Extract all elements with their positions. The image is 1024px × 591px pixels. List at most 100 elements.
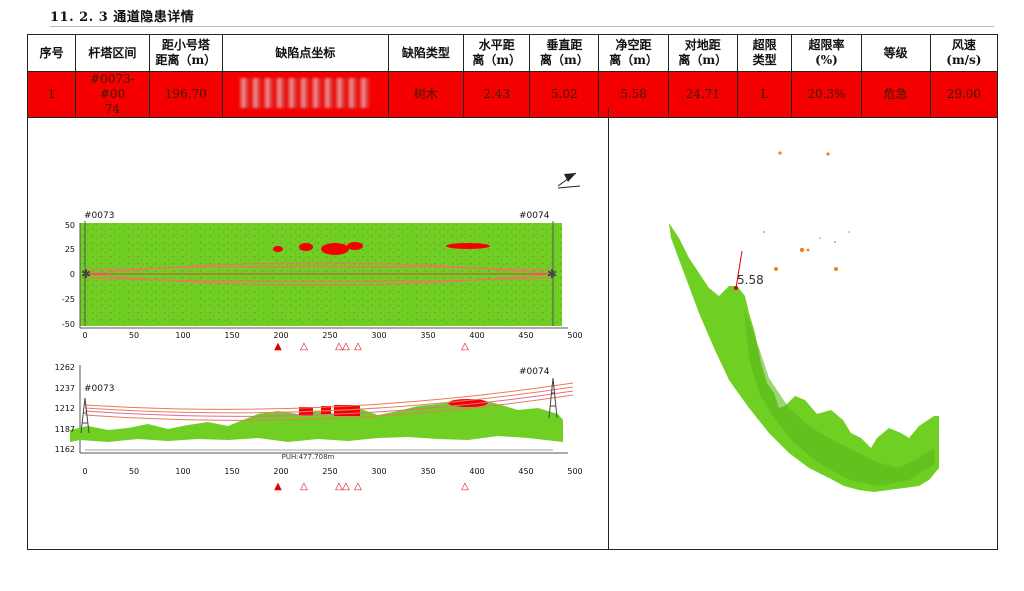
profile-x-tick: 350 [420, 467, 435, 476]
plan-x-tick: 300 [371, 331, 386, 340]
cell-distance: 196.70 [148, 71, 224, 118]
profile-x-tick: 50 [129, 467, 139, 476]
header-overlimit-rate: 超限率 (%) [791, 34, 862, 72]
header-level: 等级 [860, 34, 931, 72]
defect-marker-icon: △ [342, 481, 350, 492]
defect-marker-icon: △ [342, 341, 350, 352]
profile-wires [84, 382, 574, 421]
cross-section-terrain [669, 223, 939, 492]
profile-y-tick: 1237 [55, 384, 75, 393]
cross-section-view: 5.58 [669, 151, 939, 492]
plan-tower-left-label: #0073 [84, 211, 114, 221]
tower-icon: ✱ [547, 267, 557, 281]
plan-y-tick: 50 [65, 221, 75, 230]
plan-x-tick: 350 [420, 331, 435, 340]
section-title: 11. 2. 3 通道隐患详情 [50, 10, 195, 25]
redacted-coordinates [240, 77, 371, 108]
header-vertical: 垂直距 离（m） [529, 34, 600, 72]
cell-overlimit-type: L [736, 71, 793, 118]
defect-marker-icon: △ [335, 341, 343, 352]
profile-x-tick: 300 [371, 467, 386, 476]
cell-horizontal: 2.43 [463, 71, 531, 118]
title-rule [50, 26, 994, 27]
header-horizontal: 水平距 离（m） [463, 34, 531, 72]
tower-icon: ✱ [81, 267, 91, 281]
header-wind: 风速 (m/s) [929, 34, 999, 72]
profile-x-tick: 100 [175, 467, 190, 476]
defect-marker-icon: ▲ [274, 481, 282, 492]
tower-icon [548, 377, 558, 419]
defect-marker-icon: △ [461, 481, 469, 492]
header-clearance: 净空距 离（m） [598, 34, 669, 72]
table-header-row: 序号 杆塔区间 距小号塔 距离（m） 缺陷点坐标 缺陷类型 水平距 离（m） 垂直距… [26, 34, 999, 72]
north-arrow-icon [557, 172, 581, 189]
profile-tower-right-label: #0074 [519, 367, 550, 377]
cell-overlimit-rate: 20.3% [791, 71, 862, 118]
defect-point [734, 286, 738, 290]
profile-terrain [70, 399, 563, 442]
profile-x-tick: 450 [518, 467, 533, 476]
cell-span: #0073-#00 74 [75, 71, 150, 118]
profile-x-tick: 200 [273, 467, 288, 476]
plan-x-tick: 400 [469, 331, 484, 340]
header-span: 杆塔区间 [75, 34, 150, 72]
plan-x-tick: 0 [82, 331, 87, 340]
tower-icon [80, 397, 90, 434]
header-index: 序号 [26, 34, 77, 72]
panel-divider [608, 108, 609, 549]
plan-defect-areas [273, 242, 490, 255]
span-views: #0073 #0074 ✱ ✱ 50 25 0 -25 -50 0 50 100… [55, 172, 583, 492]
plan-x-tick: 250 [322, 331, 337, 340]
header-ground: 对地距 离（m） [667, 34, 738, 72]
plan-x-tick: 50 [129, 331, 139, 340]
span-length-label: PUH:477.708m [282, 453, 335, 461]
plan-y-tick: 0 [70, 270, 75, 279]
conductor-points [763, 151, 850, 271]
profile-x-tick: 500 [567, 467, 582, 476]
cell-index: 1 [26, 71, 77, 118]
cell-level: 危急 [860, 71, 931, 118]
profile-x-tick: 250 [322, 467, 337, 476]
plan-defect-markers: ▲ △ △ △ △ △ [274, 341, 469, 352]
profile-x-tick: 0 [82, 467, 87, 476]
plan-x-tick: 450 [518, 331, 533, 340]
plan-x-tick: 200 [273, 331, 288, 340]
defect-marker-icon: △ [300, 481, 308, 492]
profile-view: #0073 #0074 PUH:477.708m 1262 1237 1212 … [55, 363, 583, 492]
profile-y-tick: 1187 [55, 425, 75, 434]
cell-ground: 24.71 [667, 71, 738, 118]
defect-marker-icon: △ [335, 481, 343, 492]
plan-view: #0073 #0074 ✱ ✱ 50 25 0 -25 -50 0 50 100… [62, 211, 583, 352]
cell-defect-type: 树木 [387, 71, 465, 118]
clearance-label: 5.58 [737, 273, 764, 287]
profile-x-tick: 400 [469, 467, 484, 476]
cell-clearance: 5.58 [598, 71, 669, 118]
profile-y-tick: 1262 [55, 363, 75, 372]
profile-y-tick: 1212 [55, 404, 75, 413]
plan-y-tick: -50 [62, 320, 75, 329]
profile-defect-markers: ▲ △ △ △ △ △ [274, 481, 469, 492]
cell-wind: 29.00 [929, 71, 999, 118]
cell-vertical: 5.02 [529, 71, 600, 118]
profile-x-tick: 150 [224, 467, 239, 476]
defect-marker-icon: ▲ [274, 341, 282, 352]
defect-marker-icon: △ [354, 481, 362, 492]
header-overlimit-type: 超限 类型 [736, 34, 793, 72]
plan-x-tick: 150 [224, 331, 239, 340]
image-panels: #0073 #0074 ✱ ✱ 50 25 0 -25 -50 0 50 100… [27, 108, 998, 550]
header-coordinate: 缺陷点坐标 [222, 34, 389, 72]
plan-x-tick: 100 [175, 331, 190, 340]
clearance-line [735, 250, 743, 289]
cell-coordinate [222, 71, 389, 118]
hazard-table: 序号 杆塔区间 距小号塔 距离（m） 缺陷点坐标 缺陷类型 水平距 离（m） 垂直距… [26, 34, 999, 118]
header-defect-type: 缺陷类型 [387, 34, 465, 72]
plan-tower-right-label: #0074 [519, 211, 550, 221]
defect-marker-icon: △ [354, 341, 362, 352]
plan-x-tick: 500 [567, 331, 582, 340]
header-distance: 距小号塔 距离（m） [148, 34, 224, 72]
plan-y-tick: -25 [62, 295, 75, 304]
defect-marker-icon: △ [461, 341, 469, 352]
plan-wires [84, 262, 554, 286]
table-row: 1 #0073-#00 74 196.70 树木 2.43 5.02 5.58 2… [26, 71, 999, 118]
profile-y-tick: 1162 [55, 445, 75, 454]
